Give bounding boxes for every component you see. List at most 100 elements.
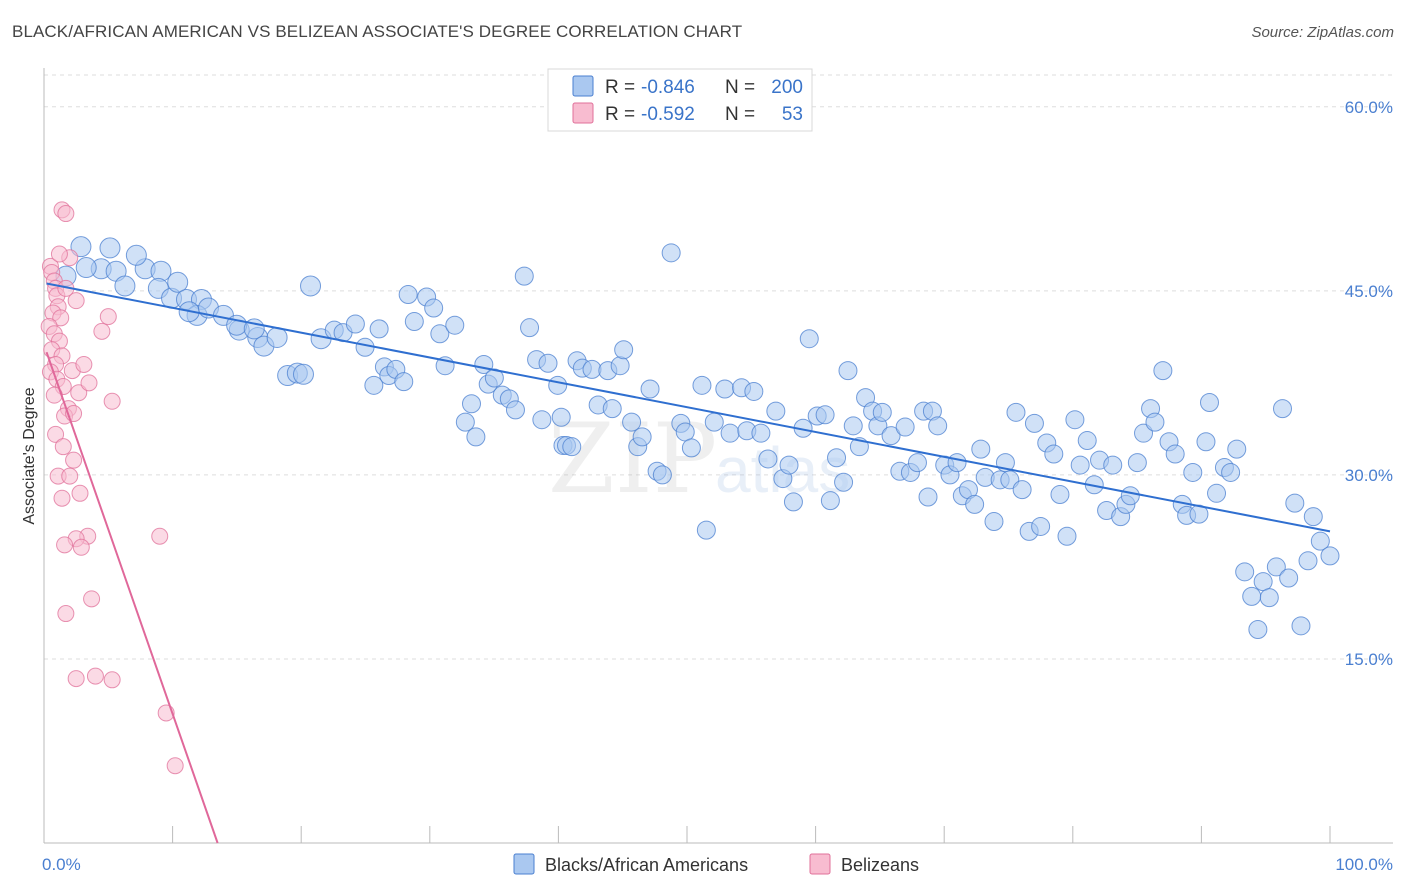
point-blacks [394, 372, 414, 392]
point-blacks [1279, 568, 1299, 588]
point-blacks [827, 448, 847, 468]
point-blacks [681, 438, 701, 458]
point-blacks [1031, 516, 1051, 536]
y-tick-label: 60.0% [1345, 98, 1393, 117]
point-blacks [895, 417, 915, 437]
point-blacks [404, 312, 424, 332]
point-blacks [881, 426, 901, 446]
point-blacks [779, 455, 799, 475]
point-blacks [424, 298, 444, 318]
point-blacks [1127, 453, 1147, 473]
point-blacks [1057, 526, 1077, 546]
point-blacks [125, 244, 147, 266]
trend-line-belizeans [45, 351, 219, 844]
point-belizeans [52, 309, 70, 327]
legend-r-label-1: R = [605, 77, 635, 98]
point-belizeans [54, 438, 72, 456]
point-belizeans [57, 205, 75, 223]
point-blacks [843, 416, 863, 436]
bottom-legend-swatch-blue [513, 853, 535, 875]
point-blacks [345, 314, 365, 334]
point-blacks [918, 487, 938, 507]
point-blacks [907, 453, 927, 473]
point-belizeans [70, 384, 88, 402]
point-blacks [150, 260, 172, 282]
point-blacks [99, 237, 121, 259]
point-blacks [758, 449, 778, 469]
point-belizeans [56, 536, 74, 554]
point-blacks [1196, 432, 1216, 452]
point-blacks [720, 423, 740, 443]
point-blacks [984, 512, 1004, 532]
point-blacks [1253, 572, 1273, 592]
x-tick-label: 0.0% [42, 855, 81, 874]
point-blacks [1227, 439, 1247, 459]
point-blacks [965, 494, 985, 514]
legend-swatch-blue [572, 75, 594, 97]
point-blacks [551, 407, 571, 427]
point-blacks [692, 375, 712, 395]
point-blacks [766, 401, 786, 421]
point-blacks [430, 324, 450, 344]
point-belizeans [61, 467, 79, 485]
legend-n-value-2: 53 [782, 104, 803, 125]
point-blacks [1310, 531, 1330, 551]
legend-r-label-2: R = [605, 104, 635, 125]
point-belizeans [75, 355, 93, 373]
point-blacks [398, 285, 418, 305]
point-blacks [872, 402, 892, 422]
point-belizeans [53, 489, 71, 507]
point-blacks [820, 491, 840, 511]
point-blacks [1006, 402, 1026, 422]
chart-title: BLACK/AFRICAN AMERICAN VS BELIZEAN ASSOC… [12, 22, 743, 41]
legend-n-label-1: N = [725, 77, 755, 98]
y-tick-label: 15.0% [1345, 650, 1393, 669]
point-blacks [744, 381, 764, 401]
y-tick-labels: 15.0% 30.0% 45.0% 60.0% [1345, 98, 1393, 669]
point-blacks [614, 340, 634, 360]
point-blacks [1235, 562, 1255, 582]
point-blacks [455, 412, 475, 432]
point-blacks [1298, 551, 1318, 571]
x-tick-label: 100.0% [1335, 855, 1393, 874]
point-blacks [548, 375, 568, 395]
point-blacks [466, 427, 486, 447]
point-blacks [562, 437, 582, 457]
point-belizeans [99, 308, 117, 326]
point-blacks [928, 416, 948, 436]
point-blacks [947, 453, 967, 473]
point-blacks [1183, 462, 1203, 482]
point-belizeans [103, 392, 121, 410]
point-blacks [1285, 493, 1305, 513]
point-blacks [751, 423, 771, 443]
point-blacks [783, 492, 803, 512]
point-belizeans [57, 605, 75, 623]
point-blacks [445, 315, 465, 335]
point-blacks [1199, 393, 1219, 413]
point-blacks [1242, 586, 1262, 606]
point-belizeans [103, 671, 121, 689]
point-blacks [971, 439, 991, 459]
point-blacks [610, 356, 630, 376]
point-blacks [1077, 431, 1097, 451]
legend-n-label-2: N = [725, 104, 755, 125]
x-tick-labels: 0.0% 100.0% [42, 855, 1393, 874]
bottom-legend: Blacks/African Americans Belizeans [513, 853, 919, 875]
point-blacks [300, 275, 322, 297]
point-blacks [505, 400, 525, 420]
point-blacks [1012, 480, 1032, 500]
point-blacks [520, 318, 540, 338]
point-blacks [1273, 399, 1293, 419]
point-blacks [1266, 557, 1286, 577]
point-blacks [364, 375, 384, 395]
point-blacks [514, 266, 534, 286]
point-blacks [622, 412, 642, 432]
point-blacks [1221, 462, 1241, 482]
point-blacks [675, 422, 695, 442]
point-blacks [1120, 486, 1140, 506]
point-blacks [704, 412, 724, 432]
point-blacks [114, 275, 136, 297]
point-blacks [70, 236, 92, 258]
point-blacks [1153, 361, 1173, 381]
